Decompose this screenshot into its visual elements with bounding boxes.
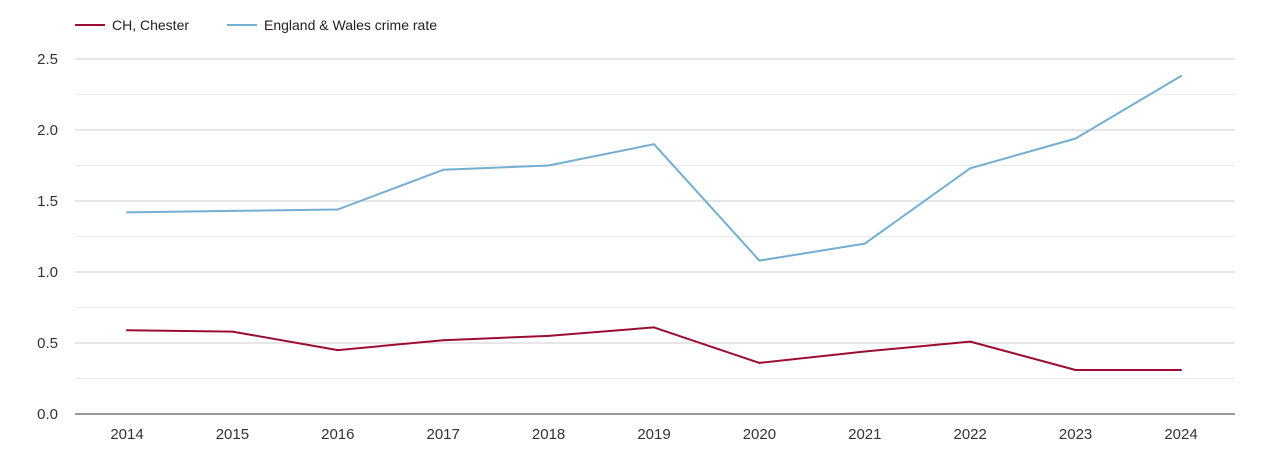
legend-item-england-wales[interactable]: England & Wales crime rate — [227, 17, 437, 33]
x-tick-label: 2022 — [954, 426, 987, 443]
data-point[interactable] — [336, 208, 339, 211]
data-point[interactable] — [231, 209, 234, 212]
y-tick-label: 0.0 — [37, 406, 58, 423]
x-tick-label: 2018 — [532, 426, 565, 443]
data-point[interactable] — [231, 330, 234, 333]
x-tick-label: 2021 — [848, 426, 881, 443]
grid — [75, 58, 1235, 379]
x-tick-label: 2019 — [637, 426, 670, 443]
x-tick-label: 2016 — [321, 426, 354, 443]
data-point[interactable] — [969, 340, 972, 343]
x-axis-ticks: 2014 2015 2016 2017 2018 2019 2020 2021 … — [110, 426, 1197, 443]
data-point[interactable] — [442, 168, 445, 171]
data-point[interactable] — [653, 326, 655, 329]
data-point[interactable] — [1180, 368, 1182, 371]
data-point[interactable] — [442, 339, 445, 342]
x-tick-label: 2014 — [110, 426, 143, 443]
series-lines — [126, 75, 1182, 371]
data-point[interactable] — [336, 349, 339, 352]
data-point[interactable] — [758, 259, 761, 262]
y-tick-label: 1.0 — [37, 264, 58, 281]
data-point[interactable] — [1074, 137, 1077, 140]
y-tick-label: 1.5 — [37, 193, 58, 210]
y-tick-label: 2.0 — [37, 122, 58, 139]
series-line-chester[interactable] — [126, 326, 1181, 371]
legend: CH, Chester England & Wales crime rate — [75, 17, 437, 33]
data-point[interactable] — [547, 164, 550, 167]
legend-label: CH, Chester — [112, 17, 189, 33]
data-point[interactable] — [653, 143, 655, 146]
data-point[interactable] — [863, 350, 866, 353]
data-point[interactable] — [547, 334, 550, 337]
x-tick-label: 2023 — [1059, 426, 1092, 443]
x-tick-label: 2024 — [1164, 426, 1197, 443]
x-tick-label: 2017 — [427, 426, 460, 443]
x-tick-label: 2015 — [216, 426, 249, 443]
legend-item-chester[interactable]: CH, Chester — [75, 17, 189, 33]
data-point[interactable] — [126, 211, 128, 214]
y-axis-ticks: 0.0 0.5 1.0 1.5 2.0 2.5 — [37, 51, 58, 423]
x-tick-label: 2020 — [743, 426, 776, 443]
series-line-england-wales[interactable] — [126, 75, 1182, 262]
data-point[interactable] — [969, 167, 972, 170]
legend-label: England & Wales crime rate — [264, 17, 437, 33]
data-point[interactable] — [1074, 368, 1077, 371]
data-point[interactable] — [758, 361, 761, 364]
y-tick-label: 2.5 — [37, 51, 58, 68]
data-point[interactable] — [1180, 75, 1182, 78]
y-tick-label: 0.5 — [37, 335, 58, 352]
data-point[interactable] — [863, 242, 866, 245]
data-point[interactable] — [126, 329, 128, 332]
